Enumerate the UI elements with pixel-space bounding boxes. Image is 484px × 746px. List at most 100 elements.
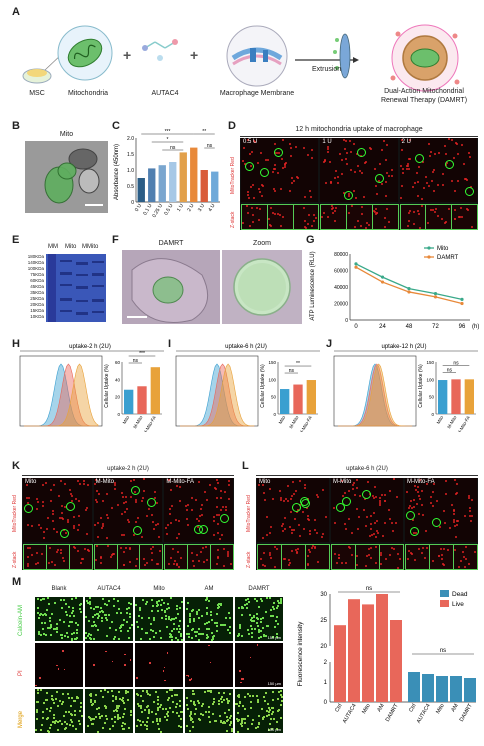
panel-label-h: H <box>12 338 20 350</box>
tem-image-zoom <box>222 250 302 324</box>
h-bar <box>150 367 160 414</box>
zstack-box <box>45 544 70 570</box>
m-bar-dead <box>450 676 462 702</box>
m-bar-live <box>376 594 388 702</box>
gel-marker-label: 25KDa <box>30 296 44 301</box>
g-ytick: 0 <box>345 318 348 324</box>
zstack-box <box>355 544 380 570</box>
tem-title: Mito <box>59 131 74 138</box>
g-legend: DAMRT <box>437 255 459 261</box>
i-bar <box>293 384 303 414</box>
g-series-line <box>355 263 463 301</box>
chart-c: Absorbance (450nm)00.51.01.52.00 U 0.1 U0… <box>114 129 220 219</box>
m-xtick: AM <box>376 703 386 714</box>
zstack-box <box>305 544 330 570</box>
d-row-label-mitotracker: MitoTracker Red <box>230 157 236 194</box>
schematic-a: + + <box>22 24 460 92</box>
g-ytick: 80000 <box>334 252 348 258</box>
zstack-box <box>210 544 234 570</box>
h-title: uptake-2 h (2U) <box>69 344 111 350</box>
m-image-cell <box>85 689 133 733</box>
m-image-cell <box>35 689 83 733</box>
c-bar <box>137 178 145 202</box>
g-point <box>407 287 411 291</box>
c-sig: ns <box>207 143 213 149</box>
extruder-icon <box>339 33 351 79</box>
c-ytick: 2.0 <box>127 136 134 142</box>
m-row-merge: Merge <box>18 710 24 728</box>
microscopy-cell: M-Mito-FA <box>405 478 477 542</box>
c-bar <box>190 147 198 202</box>
m-ylabel: Fluorescence intensity <box>297 621 304 686</box>
m-xtick: DAMRT <box>459 702 474 722</box>
panel-label-l: L <box>242 460 249 472</box>
label-damrt-2: Renewal Therapy (DAMRT) <box>380 97 468 104</box>
microscopy-cell: M-Mito <box>331 478 403 542</box>
d-title: 12 h mitochondria uptake of macrophage <box>295 126 423 133</box>
j-ylabel: Cellular Uptake (%) <box>418 364 424 408</box>
f-left-title: DAMRT <box>158 240 184 247</box>
c-sig: * <box>167 137 169 143</box>
f-right-title: Zoom <box>253 240 271 247</box>
d-row-label-zstack: Z-stack <box>230 211 236 228</box>
i-ytick: 50 <box>271 395 277 400</box>
h-xtick: M-Mito <box>132 415 143 430</box>
m-legend-swatch <box>440 600 449 607</box>
label-damrt-1: Dual-Action Mitochondrial <box>384 88 464 95</box>
g-xtick: 96 <box>459 324 466 330</box>
m-xtick: AUTAC4 <box>342 703 358 724</box>
microscopy-cell: M-Mito-FA <box>164 478 233 542</box>
g-ylabel: ATP Luminescence (RLU) <box>310 251 316 320</box>
c-ytick: 0.5 <box>127 184 134 190</box>
gel-marker-label: 45KDa <box>30 284 44 289</box>
i-bar <box>306 380 316 414</box>
label-mitochondria: Mitochondria <box>67 90 109 97</box>
h-sig: *** <box>139 351 145 357</box>
c-xtick: 0 U <box>134 203 143 213</box>
zstack-box <box>379 544 404 570</box>
zstack-box <box>331 544 356 570</box>
h-histogram <box>24 363 99 427</box>
m-image-cell <box>185 597 233 641</box>
g-xtick: 0 <box>354 324 358 330</box>
microscopy-cell: 0.5 U <box>241 138 319 202</box>
m-image-cell <box>85 597 133 641</box>
microscopy-cell: Mito <box>23 478 92 542</box>
h-ytick: 60 <box>115 360 121 365</box>
h-bar <box>124 389 134 414</box>
g-point <box>460 301 464 306</box>
chart-i: uptake-6 h (2U) Cellular Uptake (%) 0 50 100… <box>175 344 320 432</box>
g-xtick: 24 <box>379 324 386 330</box>
l-row-label-mitotracker: MitoTracker Red <box>246 495 252 532</box>
c-xtick: 4 U <box>207 203 216 213</box>
zstack-box <box>187 544 212 570</box>
c-bar <box>148 168 156 202</box>
panel-label-g: G <box>306 234 315 246</box>
plus-icon-2: + <box>190 47 198 63</box>
i-ylabel: Cellular Uptake (%) <box>260 364 266 408</box>
j-ytick: 150 <box>426 360 434 365</box>
h-xtick: M-Mito-FA <box>142 415 157 432</box>
gel-marker-label: 100KDa <box>27 266 44 271</box>
gel-marker-label: 75KDa <box>30 272 44 277</box>
l-row-label-zstack: Z-stack <box>246 551 252 568</box>
h-bar <box>137 386 147 414</box>
g-point <box>354 265 358 269</box>
zstack-box <box>266 204 294 230</box>
microscopy-col-label: M-Mito-FA <box>166 479 194 485</box>
i-bar <box>280 389 290 414</box>
m-ytick: 1 <box>324 680 328 686</box>
microscopy-col-label: 2 U <box>401 139 411 145</box>
m-bar-dead <box>464 678 476 702</box>
microscopy-cell: M-Mito <box>93 478 163 542</box>
gel-marker-label: 140KDa <box>27 260 44 265</box>
h-ylabel: Cellular Uptake (%) <box>104 364 110 408</box>
m-image-cell <box>135 689 183 733</box>
panel-label-c: C <box>112 120 120 132</box>
gel-marker-label: 60KDa <box>30 278 44 283</box>
m-ytick: 25 <box>320 618 327 624</box>
panel-label-d: D <box>228 120 236 132</box>
g-point <box>380 275 385 279</box>
m-xtick: AUTAC4 <box>416 703 432 724</box>
j-ytick: 0 <box>431 412 434 417</box>
